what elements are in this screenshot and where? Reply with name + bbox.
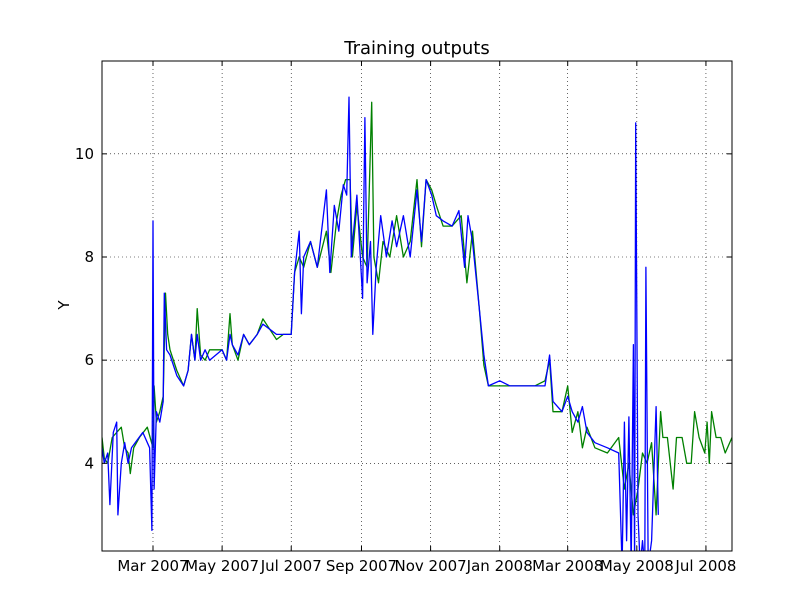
- series-line-1: [102, 101, 732, 516]
- x-tick-label: Mar 2008: [532, 557, 603, 575]
- y-tick-label: 4: [84, 454, 94, 472]
- x-tick-label: May 2007: [185, 557, 259, 575]
- y-tick-label: 10: [75, 145, 94, 163]
- chart-title: Training outputs: [343, 38, 490, 59]
- grid: [102, 61, 732, 551]
- x-tick-label: Sep 2007: [326, 557, 397, 575]
- x-tick-label: Mar 2007: [117, 557, 188, 575]
- plot-frame: [101, 60, 733, 552]
- x-tick-label: Jul 2007: [260, 557, 322, 575]
- x-tick-label: May 2008: [600, 557, 674, 575]
- x-tick-label: Nov 2007: [394, 557, 466, 575]
- x-tick-label: Jul 2008: [674, 557, 736, 575]
- y-tick-label: 8: [84, 248, 94, 266]
- series-lines: [102, 96, 732, 551]
- y-axis-label: Y: [55, 300, 73, 311]
- series-line-2: [102, 96, 659, 551]
- x-tick-label: Jan 2008: [466, 557, 533, 575]
- y-tick-label: 6: [84, 351, 94, 369]
